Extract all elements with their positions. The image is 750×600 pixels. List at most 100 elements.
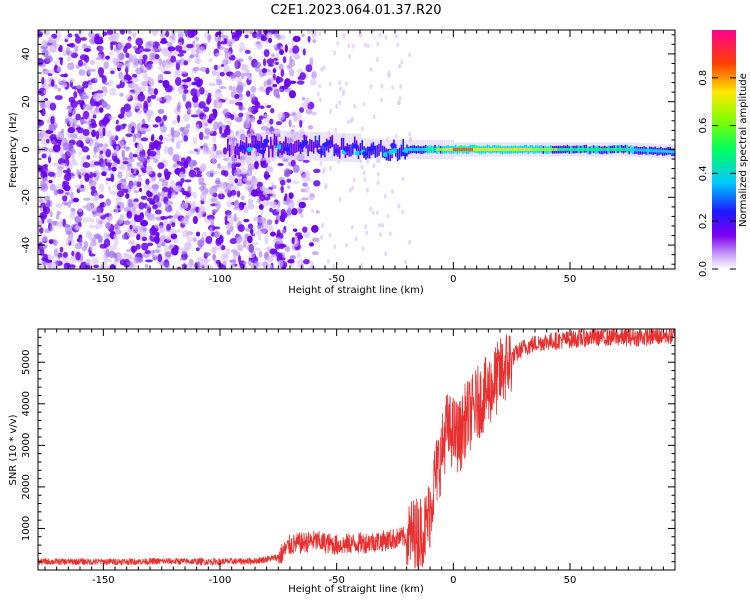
spectrogram-cell — [100, 264, 104, 269]
spectrogram-cell — [278, 63, 284, 71]
spectrogram-cell — [392, 148, 398, 154]
spectrogram-cell — [607, 148, 610, 151]
spectrogram-cell — [643, 148, 645, 152]
spectrogram-cell — [139, 91, 144, 97]
spectrogram-cell — [213, 121, 219, 131]
spectrogram-cell — [165, 30, 170, 38]
spectrogram-cell — [190, 48, 196, 55]
spectrogram-cell — [279, 214, 286, 223]
spectrogram-cell — [451, 148, 453, 151]
spectrogram-cell — [83, 240, 89, 249]
spectrogram-cell — [351, 185, 355, 191]
spectrogram-cell — [109, 244, 117, 251]
spectrogram-cell — [344, 81, 348, 87]
spectrogram-cell — [166, 53, 172, 58]
spectrogram-cell — [166, 95, 171, 104]
spectrogram-cell — [66, 56, 72, 62]
spectrogram-cell — [230, 262, 236, 268]
spectrogram-cell — [109, 264, 116, 269]
spectrogram-cell — [307, 144, 309, 157]
spectrogram-cell — [127, 198, 134, 207]
spectrogram-cell — [288, 143, 291, 156]
spectrogram-cell — [105, 248, 110, 258]
spectrogram-cell — [95, 92, 103, 99]
spectrogram-cell — [211, 144, 215, 153]
spectrogram-cell — [291, 208, 298, 216]
spectrogram-cell — [255, 136, 257, 149]
spectrogram-cell — [402, 138, 405, 151]
spectrogram-cell — [309, 260, 314, 267]
spectrogram-cell — [381, 222, 385, 228]
spectrogram-cell — [175, 210, 181, 217]
spectrogram-cell — [218, 37, 222, 42]
spectrogram-cell — [286, 185, 291, 190]
spectrogram-cell — [56, 210, 62, 216]
spectrogram-cell — [132, 264, 138, 268]
spectrogram-cell — [269, 248, 278, 255]
spectrogram-cell — [369, 83, 373, 89]
spectrogram-cell — [250, 126, 254, 134]
spectrogram-cell — [116, 190, 125, 198]
spectrogram-cell — [189, 262, 193, 269]
spectrogram-cell — [342, 137, 345, 150]
spectrogram-cell — [382, 151, 389, 157]
spectrogram-cell — [447, 148, 449, 151]
spectrogram-cell — [503, 148, 505, 151]
spectrogram-cell — [275, 208, 282, 212]
spectrogram-cell — [665, 149, 668, 153]
spectrogram-cell — [268, 127, 276, 132]
spectrogram-cell — [372, 114, 376, 120]
spectrogram-cell — [150, 135, 154, 142]
spectrogram-cell — [93, 192, 99, 197]
spectrogram-cell — [144, 204, 151, 209]
spectrogram-cell — [38, 218, 43, 228]
spectrogram-cell — [187, 31, 195, 38]
spectrogram-cell — [67, 33, 73, 38]
spectrogram-cell — [124, 60, 130, 69]
spectrogram-cell — [244, 111, 252, 116]
spectrogram-cell — [432, 148, 434, 151]
spectrogram-cell — [276, 34, 282, 40]
spectrogram-cell — [227, 138, 229, 151]
spectrogram-cell — [216, 65, 223, 70]
spectrogram-cell — [138, 156, 145, 162]
spectrogram-cell — [49, 68, 55, 74]
spectrogram-cell — [279, 49, 285, 55]
spectrogram-cell — [437, 148, 440, 151]
spectrogram-cell — [579, 148, 582, 151]
spectrogram-cell — [222, 108, 229, 117]
spectrogram-cell — [630, 148, 632, 152]
spectrogram-cell — [611, 148, 614, 151]
spectrogram-cell — [230, 185, 238, 191]
spectrogram-cell — [45, 55, 53, 63]
spectrogram-x-axis-label: Height of straight line (km) — [288, 285, 424, 296]
spectrogram-cell — [198, 182, 206, 186]
spectrogram-cell — [269, 201, 277, 206]
spectrogram-cell — [183, 60, 189, 66]
spectrogram-cell — [269, 136, 272, 149]
spectrogram-cell — [136, 132, 141, 140]
spectrogram-cell — [465, 148, 468, 151]
spectrogram-cell — [380, 139, 382, 152]
spectrogram-cell — [602, 148, 604, 151]
spectrogram-cell — [284, 78, 292, 88]
spectrogram-cell — [162, 136, 169, 142]
spectrogram-cell — [317, 149, 324, 155]
spectrogram-cell — [123, 220, 131, 226]
x-tick-label: -150 — [92, 274, 115, 285]
spectrogram-cell — [206, 98, 211, 105]
spectrogram-cell — [313, 168, 321, 174]
spectrogram-cell — [160, 216, 169, 220]
spectrogram-cell — [162, 114, 168, 121]
spectrogram-cell — [115, 145, 119, 150]
spectrogram-cell — [115, 124, 121, 132]
spectrogram-cell — [312, 141, 315, 154]
spectrogram-cell — [302, 159, 310, 163]
spectrogram-cell — [87, 115, 92, 123]
spectrogram-cell — [275, 135, 278, 148]
spectrogram-cell — [248, 259, 252, 267]
spectrogram-cell — [140, 69, 148, 74]
spectrogram-cell — [153, 140, 160, 148]
spectrogram-plot-area — [38, 30, 675, 269]
spectrogram-cell — [218, 182, 227, 190]
